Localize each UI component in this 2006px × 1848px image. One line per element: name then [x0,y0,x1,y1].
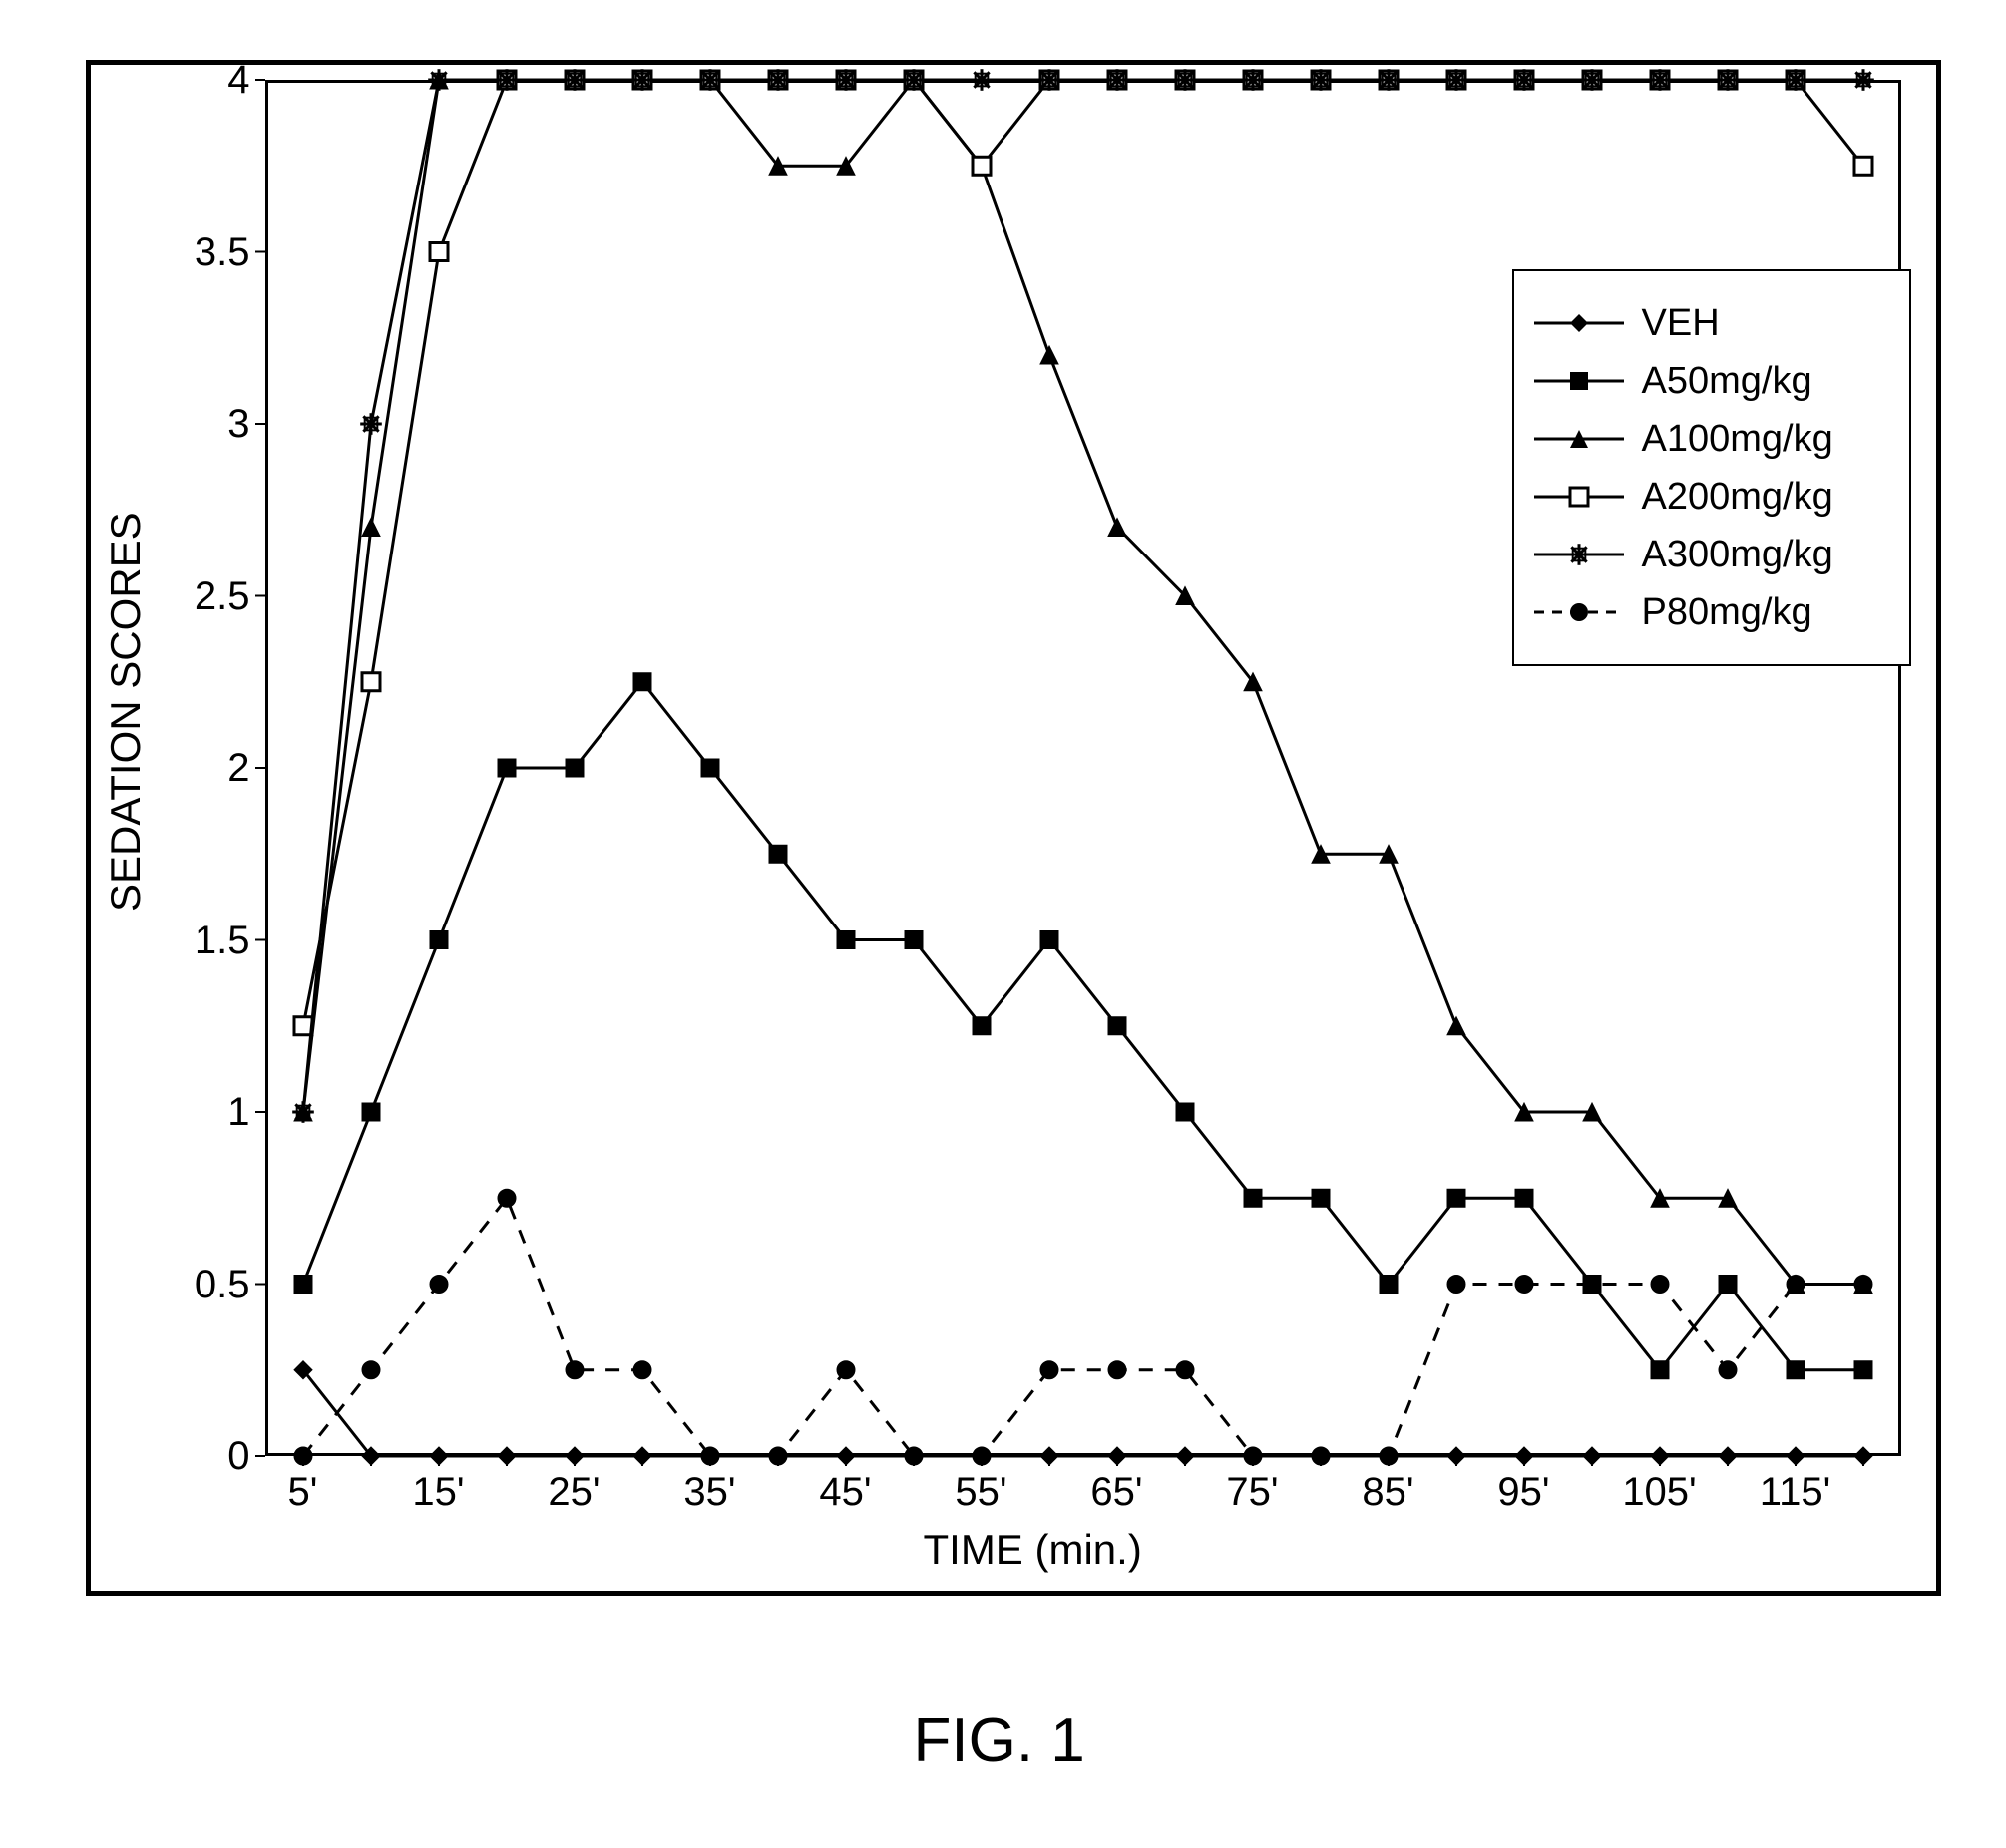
legend-item: A50mg/kg [1534,357,1889,405]
figure-caption: FIG. 1 [914,1705,1085,1776]
x-tick-label: 85' [1339,1470,1438,1515]
legend-swatch [1534,366,1624,396]
x-tick-label: 5' [253,1470,353,1515]
y-tick-label: 0 [156,1434,250,1479]
legend-swatch [1534,424,1624,454]
x-tick-label: 65' [1067,1470,1167,1515]
legend-item: A200mg/kg [1534,473,1889,521]
y-tick-label: 2 [156,746,250,791]
legend-swatch [1534,482,1624,512]
legend-label: VEH [1642,302,1720,345]
legend-item: A300mg/kg [1534,531,1889,578]
legend-swatch [1534,308,1624,338]
legend-item: A100mg/kg [1534,415,1889,463]
x-axis-label: TIME (min.) [924,1526,1142,1574]
legend-label: A300mg/kg [1642,534,1833,576]
y-tick-label: 1 [156,1090,250,1135]
x-tick-label: 35' [660,1470,760,1515]
y-tick-label: 0.5 [156,1263,250,1307]
legend: VEH A50mg/kg A100mg/kg A200mg/kg A300mg/kg P8… [1512,269,1911,666]
legend-label: A200mg/kg [1642,476,1833,519]
legend-swatch [1534,597,1624,627]
x-tick-label: 115' [1746,1470,1845,1515]
y-tick-label: 4 [156,58,250,103]
legend-label: P80mg/kg [1642,591,1812,634]
x-tick-label: 45' [796,1470,896,1515]
y-tick-label: 2.5 [156,574,250,619]
x-tick-label: 105' [1610,1470,1710,1515]
x-tick-label: 95' [1474,1470,1574,1515]
legend-swatch [1534,540,1624,569]
y-axis-label: SEDATION SCORES [102,612,150,912]
x-tick-label: 15' [389,1470,489,1515]
legend-item: P80mg/kg [1534,588,1889,636]
y-tick-label: 3.5 [156,230,250,275]
legend-label: A50mg/kg [1642,360,1812,403]
chart-container: SEDATION SCORES TIME (min.) 0 0.5 1 1.5 2 2.5… [46,40,1961,1805]
legend-label: A100mg/kg [1642,418,1833,461]
x-tick-label: 75' [1203,1470,1303,1515]
y-tick-label: 1.5 [156,919,250,963]
x-tick-label: 55' [932,1470,1031,1515]
y-tick-label: 3 [156,402,250,447]
x-tick-label: 25' [525,1470,624,1515]
legend-item: VEH [1534,299,1889,347]
